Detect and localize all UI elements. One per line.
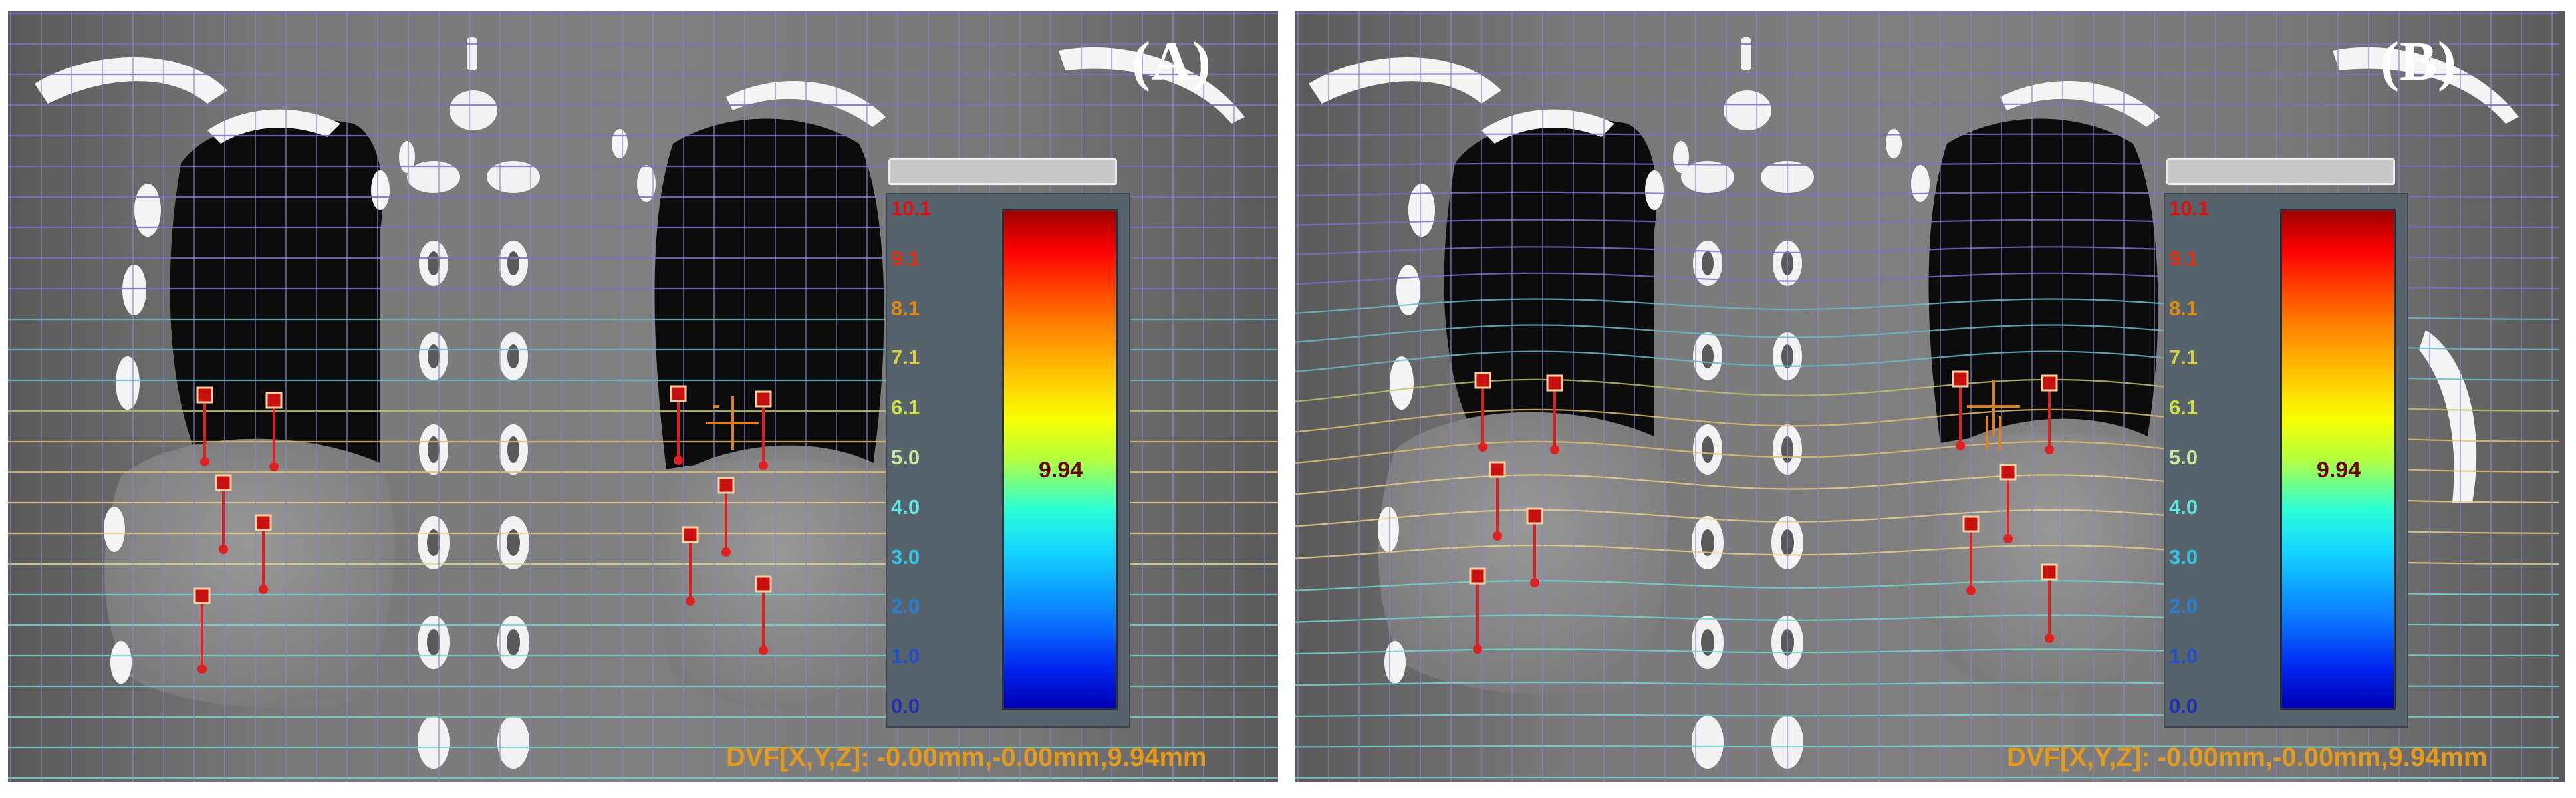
- grid-line: [1295, 776, 2559, 779]
- landmark-dot: [1473, 644, 1482, 654]
- panel-a: (A) 10.1 9.1 8.1 7.1 6.1 5.0 4.0 3.0 2.0 1.0 0.0 9…: [8, 11, 1278, 782]
- landmark-dot: [759, 461, 768, 470]
- colorbar-ticks: 10.1 9.1 8.1 7.1 6.1 5.0 4.0 3.0 2.0 1.0 0.0: [2164, 158, 2406, 724]
- landmark-square: [682, 526, 699, 543]
- landmark-dot: [759, 646, 768, 655]
- landmark-square: [2041, 563, 2058, 581]
- landmark-dot: [1478, 442, 1487, 452]
- landmark-markers: [1469, 370, 2058, 654]
- landmark-dot: [200, 457, 209, 466]
- crosshair-icon: [1967, 380, 2020, 450]
- landmark-dot: [1530, 578, 1539, 587]
- landmark-square: [755, 575, 772, 593]
- colorbar: 10.1 9.1 8.1 7.1 6.1 5.0 4.0 3.0 2.0 1.0 0.0 9.94: [886, 158, 1130, 728]
- colorbar-tick-label: 0.0: [2169, 694, 2198, 718]
- landmark-square: [1546, 374, 1563, 392]
- colorbar-tick-label: 3.0: [891, 545, 920, 569]
- landmark-dot: [197, 664, 207, 674]
- landmark-dot: [1966, 586, 1976, 595]
- landmark-square: [717, 477, 735, 494]
- colorbar-tick-label: 1.0: [2169, 644, 2198, 668]
- landmark-dot: [674, 456, 683, 465]
- colorbar-tick-label: 1.0: [891, 644, 920, 668]
- colorbar-tick-label: 10.1: [2169, 197, 2210, 220]
- landmark-square: [196, 386, 213, 404]
- crosshair-icon: [706, 396, 759, 450]
- colorbar-gradient: [1002, 209, 1118, 710]
- colorbar-tick-label: 2.0: [2169, 595, 2198, 618]
- colorbar-tick-label: 6.1: [891, 396, 920, 420]
- landmark-markers: [193, 385, 772, 674]
- landmark-dot: [1550, 445, 1559, 454]
- landmark-square: [1526, 507, 1543, 525]
- colorbar-tick-label: 4.0: [2169, 495, 2198, 519]
- colorbar-header: [2166, 158, 2395, 185]
- dvf-readout: DVF[X,Y,Z]: -0.00mm,-0.00mm,9.94mm: [726, 743, 1207, 772]
- colorbar-tick-label: 9.1: [2169, 246, 2198, 270]
- grid-line: [1295, 745, 2559, 749]
- landmark-square: [1952, 370, 1969, 388]
- grid-line: [1295, 103, 2559, 106]
- landmark-square: [1962, 515, 1980, 533]
- colorbar-current-value: 9.94: [1038, 458, 1083, 483]
- colorbar-tick-label: 0.0: [891, 694, 920, 718]
- colorbar-gradient: [2280, 209, 2396, 710]
- panel-b: (B) 10.1 9.1 8.1 7.1 6.1 5.0 4.0 3.0 2.0 1.0 0.0 9…: [1295, 11, 2565, 782]
- landmark-dot: [1493, 531, 1502, 541]
- colorbar-tick-label: 10.1: [891, 197, 932, 220]
- colorbar-tick-label: 4.0: [891, 495, 920, 519]
- landmark-dot: [2045, 445, 2054, 454]
- colorbar-tick-label: 6.1: [2169, 396, 2198, 420]
- landmark-square: [2041, 374, 2058, 392]
- landmark-square: [255, 514, 272, 531]
- landmark-square: [670, 385, 687, 402]
- landmark-square: [193, 587, 211, 604]
- landmark-dot: [1956, 441, 1965, 450]
- colorbar-tick-label: 9.1: [891, 246, 920, 270]
- colorbar-tick-label: 7.1: [2169, 346, 2198, 370]
- ct-image-b: [1295, 11, 2565, 782]
- landmark-square: [1489, 461, 1506, 478]
- landmark-square: [215, 474, 232, 491]
- colorbar-tick-label: 5.0: [2169, 446, 2198, 469]
- landmark-square: [1469, 567, 1486, 585]
- landmark-dot: [2003, 534, 2013, 543]
- landmark-dot: [686, 597, 695, 606]
- landmark-dot: [2045, 634, 2054, 643]
- colorbar: 10.1 9.1 8.1 7.1 6.1 5.0 4.0 3.0 2.0 1.0 0.0 9.94: [2164, 158, 2408, 728]
- colorbar-tick-label: 7.1: [891, 346, 920, 370]
- colorbar-tick-label: 2.0: [891, 595, 920, 618]
- landmark-dot: [269, 462, 279, 471]
- landmark-dot: [259, 585, 268, 594]
- landmark-square: [265, 392, 283, 409]
- dvf-readout: DVF[X,Y,Z]: -0.00mm,-0.00mm,9.94mm: [2007, 743, 2488, 772]
- colorbar-tick-label: 5.0: [891, 446, 920, 469]
- colorbar-current-value: 9.94: [2316, 458, 2361, 483]
- landmark-square: [1474, 372, 1491, 389]
- grid-line: [1295, 133, 2559, 137]
- colorbar-ticks: 10.1 9.1 8.1 7.1 6.1 5.0 4.0 3.0 2.0 1.0 0.0: [886, 158, 1128, 724]
- landmark-square: [755, 390, 772, 408]
- panel-label: (B): [2381, 31, 2457, 92]
- landmark-dot: [219, 545, 228, 554]
- colorbar-tick-label: 8.1: [2169, 296, 2198, 320]
- landmark-square: [1999, 464, 2017, 481]
- colorbar-tick-label: 8.1: [891, 296, 920, 320]
- landmark-dot: [721, 547, 731, 557]
- panel-label: (A): [1132, 31, 1212, 92]
- colorbar-tick-label: 3.0: [2169, 545, 2198, 569]
- colorbar-header: [888, 158, 1117, 185]
